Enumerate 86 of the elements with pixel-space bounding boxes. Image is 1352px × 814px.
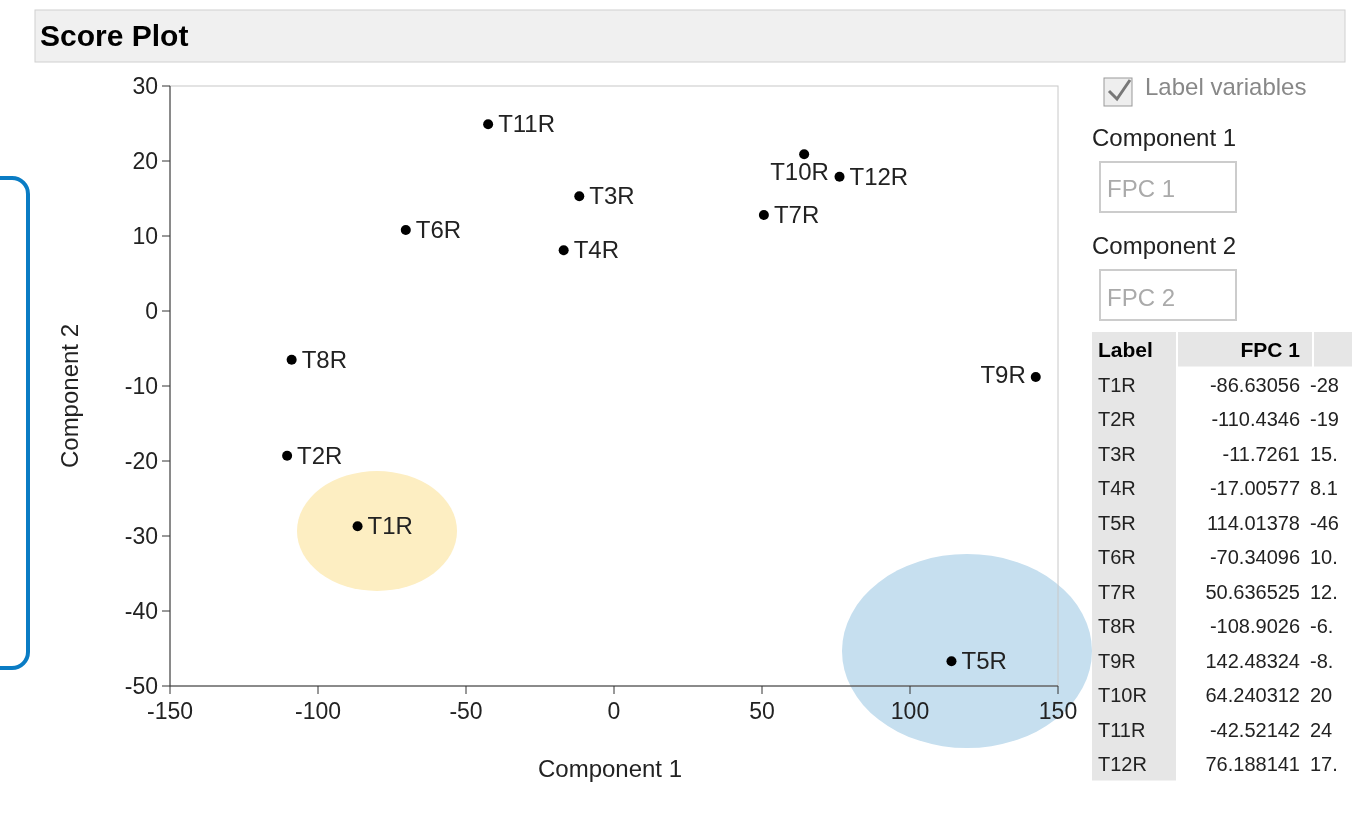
text: Label variables — [1145, 73, 1307, 100]
series-label: T5R — [961, 647, 1007, 675]
y-tick-label: 0 — [145, 298, 158, 324]
text: T3R — [1098, 442, 1136, 465]
text: -108.9026 — [1209, 615, 1300, 637]
text: 8.1 — [1310, 477, 1338, 499]
text: T2R — [1098, 408, 1136, 430]
series-label: T9R — [980, 361, 1026, 388]
point — [946, 656, 957, 667]
text: 142.48324 — [1205, 649, 1300, 672]
text: 17. — [1310, 753, 1338, 775]
text: T4R — [1098, 477, 1136, 499]
chart-title: Score Plot — [40, 19, 189, 52]
x-tick-label: 100 — [890, 698, 930, 724]
text: T1R — [1098, 373, 1136, 396]
text: -70.34096 — [1209, 546, 1300, 568]
text: Component 2 — [1092, 232, 1237, 259]
series-label: T11R — [498, 110, 556, 138]
y-tick-label: 30 — [132, 73, 158, 99]
text: -6. — [1310, 615, 1334, 637]
text: FPC 1 — [1240, 338, 1301, 361]
text: 10. — [1310, 546, 1338, 568]
y-tick-label: 20 — [132, 148, 158, 174]
text: -8. — [1310, 649, 1334, 672]
text: -46 — [1310, 511, 1339, 534]
x-tick-label: 0 — [607, 698, 621, 724]
text: 76.188141 — [1205, 753, 1300, 775]
text: T7R — [1098, 580, 1136, 603]
text: 15. — [1310, 442, 1338, 465]
text: T11R — [1098, 718, 1146, 741]
text: FPC 2 — [1107, 284, 1176, 311]
text: Component 1 — [1092, 124, 1237, 151]
point — [352, 521, 363, 532]
series-label: T12R — [849, 162, 909, 190]
text: -110.4346 — [1211, 408, 1300, 430]
series-label: T7R — [773, 201, 820, 228]
text: T6R — [1098, 546, 1136, 568]
point — [483, 119, 494, 130]
series-label: T6R — [415, 216, 462, 243]
point — [834, 171, 845, 182]
text: -86.63056 — [1209, 373, 1300, 396]
series-label: T4R — [573, 236, 620, 264]
text: T5R — [1098, 511, 1136, 534]
text: -19 — [1310, 408, 1339, 430]
series-label: T8R — [301, 345, 347, 373]
text: 24 — [1310, 718, 1333, 741]
text: 114.01378 — [1206, 511, 1300, 534]
y-tick-label: 10 — [132, 223, 158, 249]
series-label: T3R — [589, 182, 635, 210]
y-tick-label: -40 — [124, 598, 158, 624]
x-tick-label: -50 — [449, 698, 483, 724]
series-label: T10R — [770, 158, 829, 186]
text: -28 — [1310, 373, 1339, 396]
text: T10R — [1098, 684, 1147, 706]
text: -42.52142 — [1209, 718, 1300, 741]
x-axis-title: Component 1 — [537, 755, 683, 782]
point — [574, 191, 585, 202]
text: T8R — [1098, 615, 1136, 637]
point — [799, 149, 810, 160]
y-tick-label: -50 — [124, 673, 158, 699]
y-axis-title: Component 2 — [56, 323, 83, 469]
series-label: T2R — [297, 441, 343, 469]
y-tick-label: -30 — [124, 523, 158, 549]
text: 50.636525 — [1205, 580, 1300, 603]
text: -17.00577 — [1209, 477, 1300, 499]
text: 12. — [1310, 580, 1338, 603]
point — [1030, 372, 1041, 382]
point — [286, 354, 297, 365]
series-label: T1R — [367, 512, 413, 540]
text: FPC 1 — [1107, 175, 1176, 202]
x-tick-label: -150 — [146, 698, 194, 724]
x-tick-label: 150 — [1038, 698, 1078, 724]
text: -11.7261 — [1222, 442, 1300, 465]
point — [400, 225, 411, 235]
point — [758, 210, 769, 220]
text: 20 — [1310, 684, 1333, 706]
x-tick-label: 50 — [749, 698, 775, 724]
y-tick-label: -20 — [124, 448, 158, 474]
y-tick-label: -10 — [124, 373, 158, 399]
text: T12R — [1098, 753, 1147, 775]
text: T9R — [1098, 649, 1136, 672]
point — [558, 245, 569, 256]
text: 64.240312 — [1205, 684, 1300, 706]
point — [282, 450, 293, 461]
text: Label — [1098, 338, 1153, 361]
x-tick-label: -100 — [294, 698, 342, 724]
